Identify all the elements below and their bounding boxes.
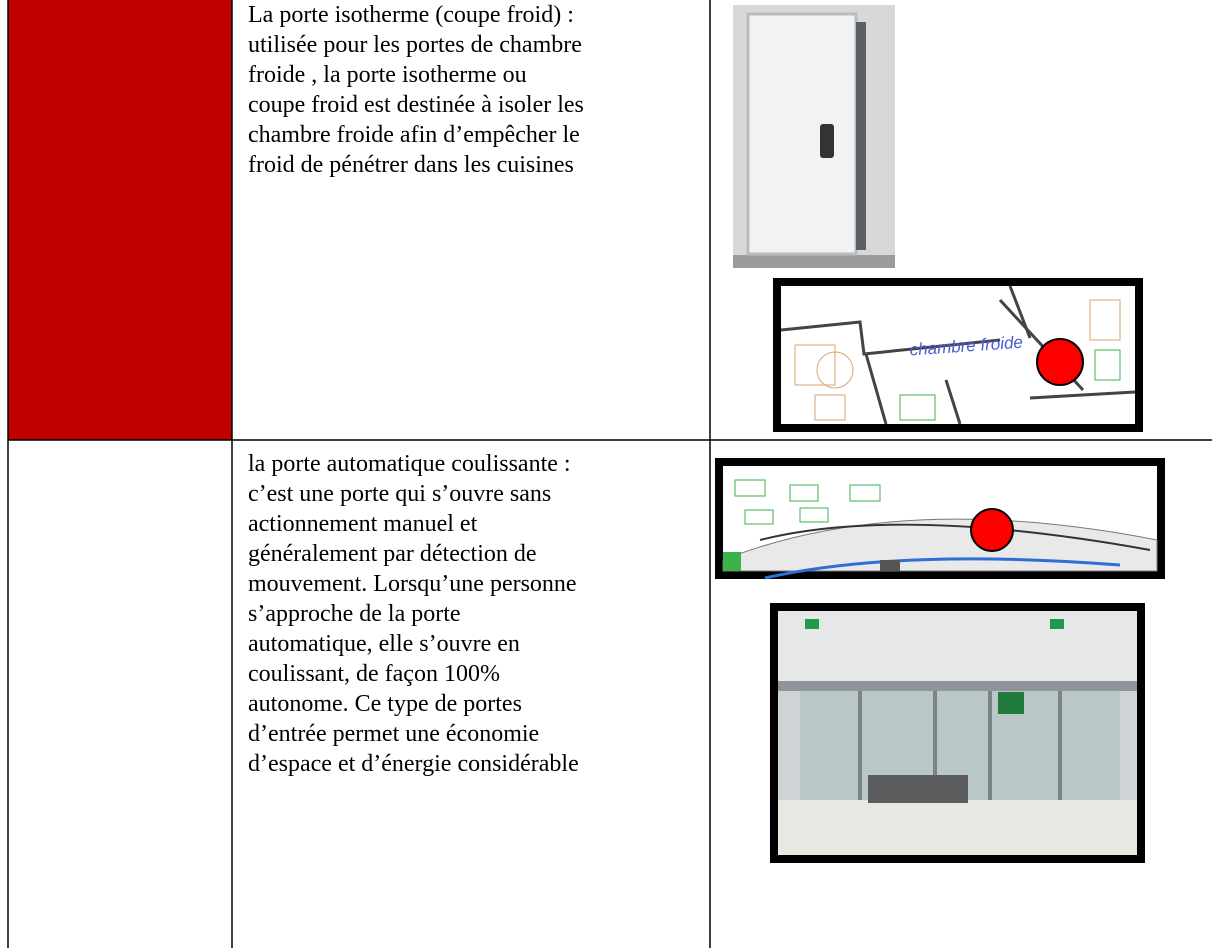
plan-sliding-door	[715, 458, 1165, 580]
text-line: la porte automatique coulissante :	[248, 451, 571, 477]
row-2-text: la porte automatique coulissante : c’est …	[248, 449, 579, 779]
text-line: mouvement. Lorsqu’une personne	[248, 571, 577, 597]
text-line: chambre froide afin d’empêcher le	[248, 122, 580, 148]
text-line: d’espace et d’énergie considérable	[248, 751, 579, 777]
red-cell	[8, 0, 232, 440]
text-line: froid de pénétrer dans les cuisines	[248, 152, 574, 178]
text-line: coupe froid est destinée à isoler les	[248, 92, 584, 118]
text-line: coulissant, de façon 100%	[248, 661, 500, 687]
row-1-text: La porte isotherme (coupe froid) : utilis…	[248, 0, 584, 180]
sliding-door-photo	[770, 603, 1145, 863]
text-line: d’entrée permet une économie	[248, 721, 540, 747]
plan-cold-room: chambre froide	[773, 278, 1143, 432]
text-line: froide , la porte isotherme ou	[248, 62, 527, 88]
table-borders	[7, 0, 1212, 948]
text-line: autonome. Ce type de portes	[248, 691, 522, 717]
text-line: utilisée pour les portes de chambre	[248, 32, 582, 58]
text-line: La porte isotherme (coupe froid) :	[248, 2, 574, 28]
text-line: actionnement manuel et	[248, 511, 478, 537]
text-line: généralement par détection de	[248, 541, 537, 567]
text-line: automatique, elle s’ouvre en	[248, 631, 520, 657]
text-line: c’est une porte qui s’ouvre sans	[248, 481, 552, 507]
door-photo	[733, 5, 895, 268]
text-line: s’approche de la porte	[248, 601, 461, 627]
